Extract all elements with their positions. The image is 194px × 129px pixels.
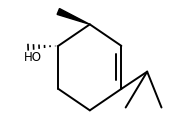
Text: HO: HO — [24, 51, 42, 64]
Polygon shape — [57, 9, 90, 24]
